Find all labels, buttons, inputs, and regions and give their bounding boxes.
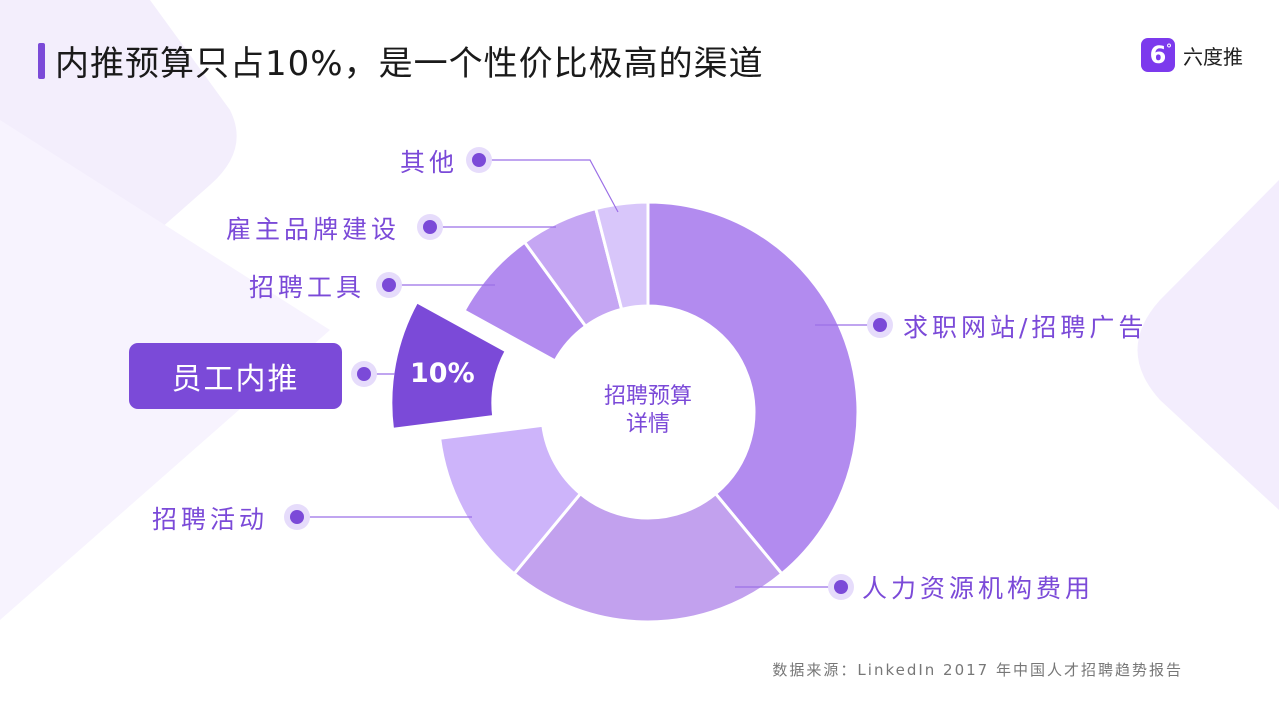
page-title: 内推预算只占10%，是一个性价比极高的渠道 [55,44,764,84]
brand-logo-icon: 6 ° [1141,38,1175,72]
slice-events [437,423,583,576]
slice-other [593,200,650,312]
bg-shape-right [1137,180,1279,510]
label-brand: 雇主品牌建设 [226,215,401,244]
callout-dot-agency [828,574,854,600]
callout-dot-events [284,504,310,530]
brand-name: 六度推 [1183,44,1243,69]
brand-logo-group: 6 ° 六度推 [1141,38,1243,72]
referral-percentage: 10% [410,358,475,389]
page-header: 内推预算只占10%，是一个性价比极高的渠道 [38,36,764,85]
slice-agency [512,491,784,624]
label-events: 招聘活动 [152,505,269,534]
callout-dot-other [466,147,492,173]
data-source-note: 数据来源：LinkedIn 2017 年中国人才招聘趋势报告 [772,661,1183,679]
donut-center-label: 招聘预算 详情 [603,384,692,437]
highlight-referral-box: 员工内推 [129,343,342,409]
label-agency: 人力资源机构费用 [862,574,1095,603]
callout-dot-tools [376,272,402,298]
callout-dot-brand [417,214,443,240]
slice-referral [389,299,509,432]
slice-job-sites [646,200,860,576]
title-accent-bar [38,42,45,79]
callout-dot-job-sites [867,312,893,338]
donut-slices [389,200,860,624]
callout-dot-referral [351,361,377,387]
leader-line-other [478,159,619,213]
label-tools: 招聘工具 [249,273,366,302]
label-job-sites: 求职网站/招聘广告 [903,313,1148,342]
label-other: 其他 [400,148,459,177]
